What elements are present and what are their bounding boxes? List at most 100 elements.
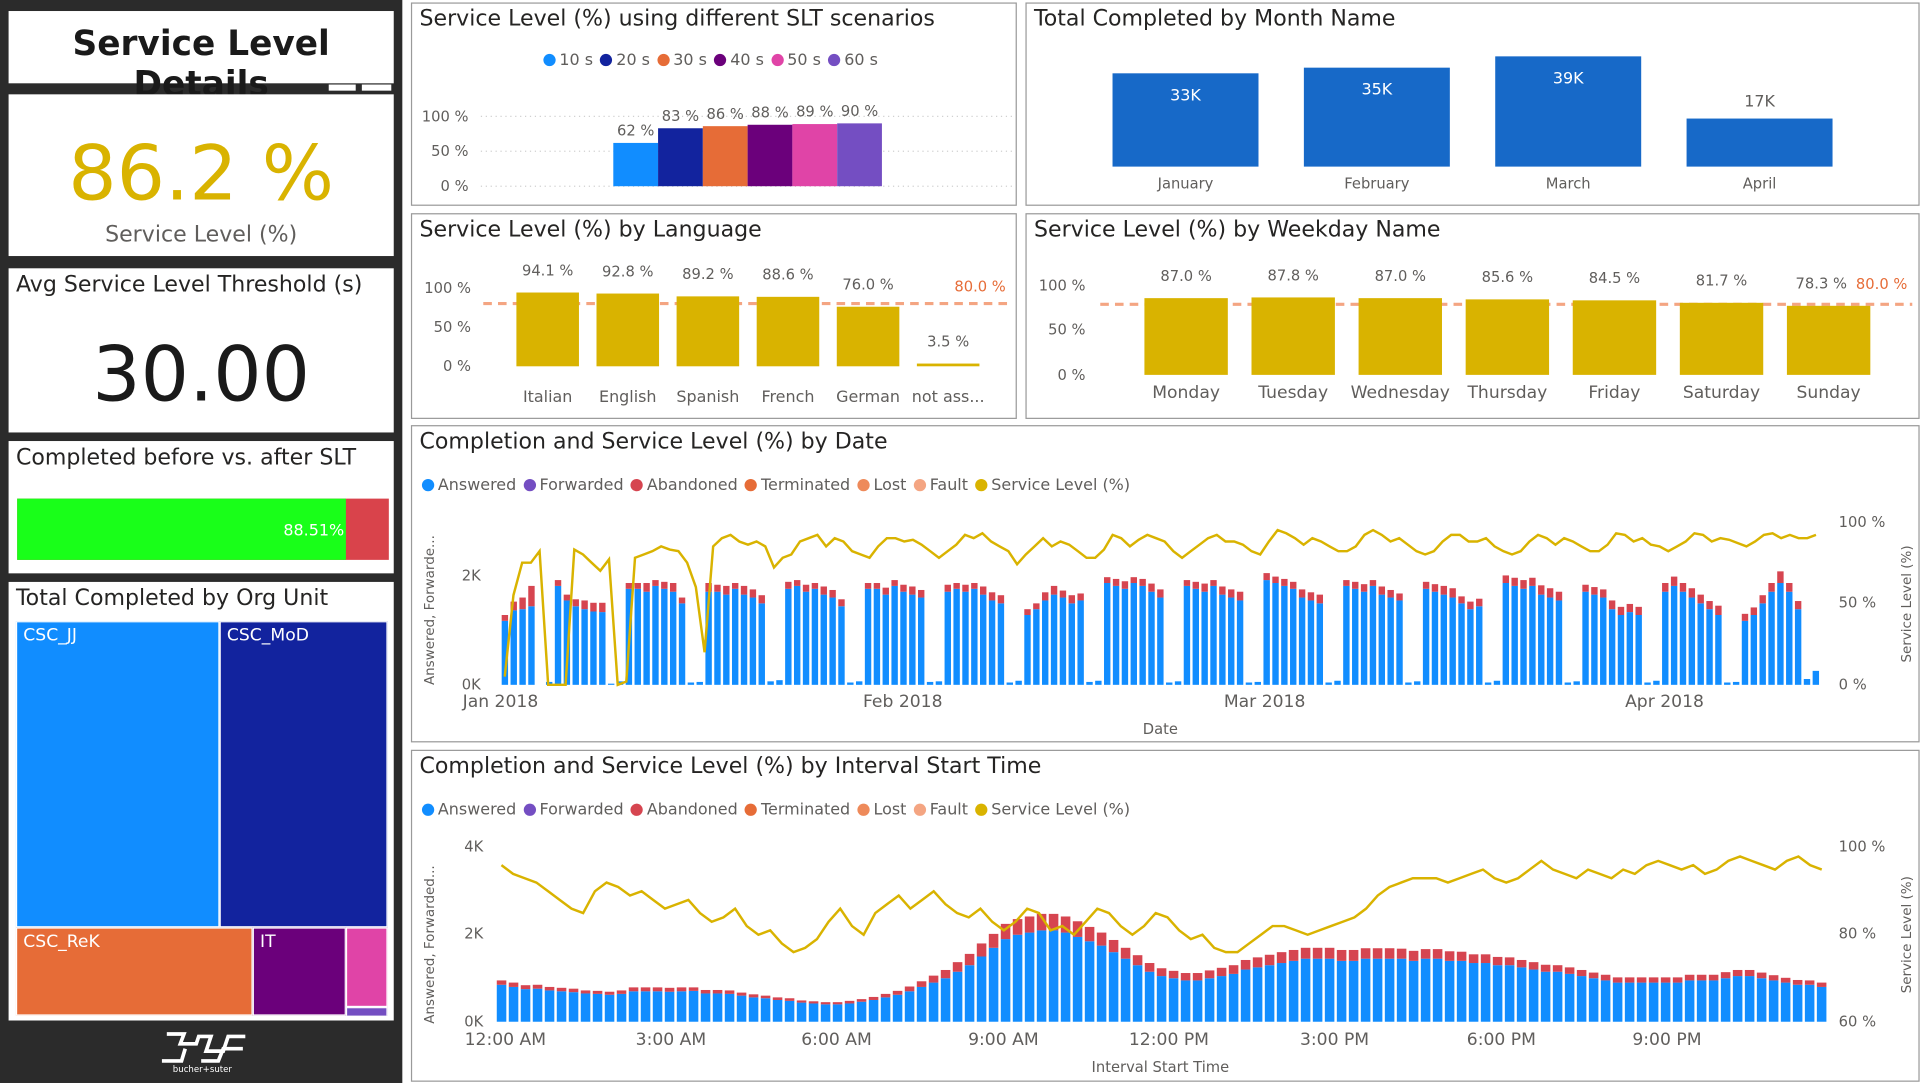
abandoned-bar xyxy=(952,962,963,972)
legend-item[interactable]: Fault xyxy=(913,477,968,495)
answered-bar xyxy=(1396,600,1403,685)
kpi-service-level-card[interactable]: 86.2 % Service Level (%) xyxy=(8,94,394,257)
slt-data-label: 90 % xyxy=(841,103,878,120)
interval-chart[interactable]: 4K 2K 0K 100 % 80 % 60 % Answered, Forwarded..… xyxy=(412,751,1921,1083)
completed-before-after-card[interactable]: Completed before vs. after SLT 88.51% xyxy=(8,441,394,574)
legend-item[interactable]: Answered xyxy=(421,476,517,495)
interval-panel[interactable]: Completion and Service Level (%) by Inte… xyxy=(410,749,1921,1083)
card-handle[interactable] xyxy=(361,84,392,91)
completed-before-after-title: Completed before vs. after SLT xyxy=(15,444,357,471)
answered-bar xyxy=(1792,984,1803,1022)
y-tick-label: 50 % xyxy=(434,319,471,336)
treemap-cell-csc-rek[interactable]: CSC_ReK xyxy=(15,927,253,1016)
abandoned-bar xyxy=(880,993,891,998)
legend-item[interactable]: 20 s xyxy=(600,51,650,70)
legend-item[interactable]: Service Level (%) xyxy=(975,477,1130,495)
abandoned-bar xyxy=(1360,948,1371,959)
abandoned-bar xyxy=(1420,949,1431,959)
answered-bar xyxy=(997,603,1005,685)
legend-item[interactable]: 10 s xyxy=(543,51,593,70)
month-chart[interactable]: 33K January 35K February 39K March 17K April xyxy=(1027,4,1921,207)
abandoned-bar xyxy=(1520,580,1527,589)
threshold-label: 80.0 % xyxy=(954,279,1005,296)
treemap-label: CSC_MoD xyxy=(226,626,309,646)
legend-item[interactable]: 40 s xyxy=(714,51,764,70)
answered-bar xyxy=(640,991,651,1022)
treemap-cell-other-2[interactable] xyxy=(345,1007,388,1016)
answered-bar xyxy=(1816,986,1827,1022)
legend-item[interactable]: Terminated xyxy=(745,477,850,495)
abandoned-bar xyxy=(556,987,567,992)
abandoned-bar xyxy=(832,1002,843,1005)
answered-bar xyxy=(935,681,943,685)
abandoned-bar xyxy=(873,582,881,589)
legend-label: Abandoned xyxy=(646,801,738,820)
legend-item[interactable]: Abandoned xyxy=(630,801,738,820)
answered-bar xyxy=(976,956,987,1022)
language-chart[interactable]: 100 % 50 % 0 % 80.0 % 94.1 % Italian 92.8 % Eng… xyxy=(412,214,1018,420)
answered-bar xyxy=(1348,960,1359,1022)
month-bar xyxy=(1495,56,1642,167)
answered-bar xyxy=(1648,982,1659,1022)
slt-bar xyxy=(837,123,882,187)
month-panel[interactable]: Total Completed by Month Name 33K January… xyxy=(1025,2,1921,207)
legend-item[interactable]: 60 s xyxy=(828,51,878,70)
card-handle[interactable] xyxy=(328,84,356,91)
legend-item[interactable]: 50 s xyxy=(771,51,821,70)
legend-dot-icon xyxy=(857,479,870,492)
legend-item[interactable]: Fault xyxy=(913,801,968,820)
kpi-threshold-title: Avg Service Level Threshold (s) xyxy=(15,271,363,298)
legend-item[interactable]: Lost xyxy=(857,801,906,820)
legend-label: Answered xyxy=(437,476,517,495)
legend-item[interactable]: Terminated xyxy=(745,801,850,820)
slt-data-label: 86 % xyxy=(707,106,744,123)
treemap-cell-csc-mod[interactable]: CSC_MoD xyxy=(219,621,388,928)
weekday-panel[interactable]: Service Level (%) by Weekday Name 100 % 5… xyxy=(1025,213,1921,420)
legend-item[interactable]: 30 s xyxy=(657,51,707,70)
month-x-label: April xyxy=(1743,176,1777,193)
abandoned-bar xyxy=(1794,601,1802,610)
language-data-label: 89.2 % xyxy=(682,266,733,283)
legend-label: Service Level (%) xyxy=(991,476,1131,495)
kpi-threshold-card[interactable]: Avg Service Level Threshold (s) 30.00 xyxy=(8,268,394,433)
answered-bar xyxy=(1360,958,1371,1022)
abandoned-bar xyxy=(1662,582,1669,592)
date-panel[interactable]: Completion and Service Level (%) by Date… xyxy=(410,425,1921,743)
weekday-chart[interactable]: 100 % 50 % 0 % 80.0 % 87.0 % Monday 87.8 % Tues… xyxy=(1027,214,1921,420)
legend-item[interactable]: Lost xyxy=(857,477,906,495)
before-after-bar[interactable]: 88.51% xyxy=(17,498,389,560)
slt-chart[interactable]: 100 % 50 % 0 % 62 % 83 % 86 % 88 % 89 % 90 % xyxy=(412,4,1018,207)
abandoned-bar xyxy=(900,584,907,592)
month-x-label: March xyxy=(1546,176,1591,193)
legend-item[interactable]: Service Level (%) xyxy=(975,801,1130,820)
org-unit-card[interactable]: Total Completed by Org Unit CSC_JJ CSC_M… xyxy=(8,581,394,1021)
legend-item[interactable]: Answered xyxy=(421,801,516,820)
answered-bar xyxy=(1072,936,1083,1022)
abandoned-bar xyxy=(1084,926,1095,942)
legend-item[interactable]: Abandoned xyxy=(630,477,738,495)
language-bar xyxy=(916,363,980,367)
legend-item[interactable]: Forwarded xyxy=(523,477,624,495)
treemap-cell-it[interactable]: IT xyxy=(252,927,346,1016)
answered-bar xyxy=(1095,680,1102,685)
month-bar xyxy=(1686,118,1833,167)
abandoned-bar xyxy=(864,582,872,589)
answered-bar xyxy=(1564,973,1575,1022)
abandoned-bar xyxy=(1240,959,1251,970)
language-panel[interactable]: Service Level (%) by Language 100 % 50 % 0… xyxy=(410,213,1018,420)
answered-bar xyxy=(1405,682,1412,685)
abandoned-bar xyxy=(1759,595,1766,604)
answered-bar xyxy=(1157,597,1164,685)
y-left-tick: 2K xyxy=(464,925,483,942)
slt-scenarios-panel[interactable]: Service Level (%) using different SLT sc… xyxy=(410,2,1018,207)
answered-bar xyxy=(1635,615,1642,685)
answered-bar xyxy=(501,620,509,685)
abandoned-bar xyxy=(1276,952,1287,964)
date-chart[interactable]: 2K 0K 100 % 50 % 0 % Answered, Forwarde... Ser… xyxy=(412,426,1921,743)
slt-scenarios-title: Service Level (%) using different SLT sc… xyxy=(419,6,935,32)
treemap-cell-csc-jj[interactable]: CSC_JJ xyxy=(15,621,220,928)
treemap-cell-other-1[interactable] xyxy=(345,927,388,1008)
legend-item[interactable]: Forwarded xyxy=(523,801,624,820)
answered-bar xyxy=(1316,603,1324,685)
answered-bar xyxy=(1290,588,1297,685)
